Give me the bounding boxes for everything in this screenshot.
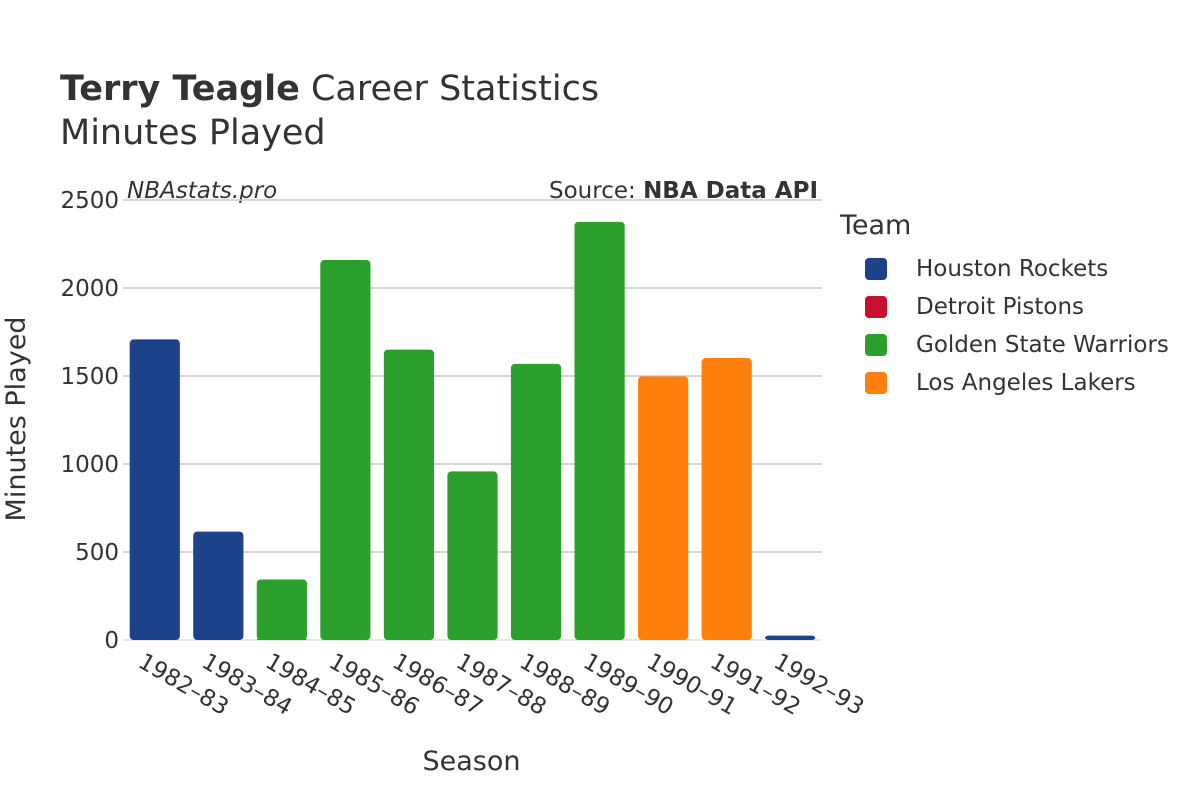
bar	[701, 358, 752, 640]
legend-item[interactable]: Houston Rockets	[840, 250, 1169, 288]
bar	[765, 635, 816, 640]
legend-title: Team	[840, 210, 912, 241]
legend-label: Golden State Warriors	[916, 332, 1169, 358]
y-tick-label: 2500	[60, 188, 119, 214]
bar	[638, 376, 689, 640]
legend-item[interactable]: Los Angeles Lakers	[840, 364, 1169, 402]
chart-title: Terry Teagle Career Statistics	[60, 68, 599, 110]
y-tick-label: 500	[75, 540, 119, 566]
bar	[256, 579, 307, 640]
legend-label: Houston Rockets	[916, 256, 1109, 282]
legend-items: Houston Rockets Detroit Pistons Golden Sta…	[840, 250, 1169, 402]
y-axis-title: Minutes Played	[1, 317, 32, 522]
bar	[193, 531, 244, 640]
legend-item[interactable]: Golden State Warriors	[840, 326, 1169, 364]
y-tick-label: 1000	[60, 452, 119, 478]
legend-label: Los Angeles Lakers	[916, 370, 1136, 396]
legend-swatch	[865, 296, 887, 318]
y-tick-label: 1500	[60, 364, 119, 390]
legend-item[interactable]: Detroit Pistons	[840, 288, 1169, 326]
legend-swatch	[865, 372, 887, 394]
bar	[129, 339, 180, 640]
title-rest: Career Statistics	[299, 69, 600, 109]
legend-swatch	[865, 258, 887, 280]
bar	[447, 471, 498, 640]
player-name: Terry Teagle	[60, 69, 300, 109]
bar	[383, 349, 435, 640]
x-axis-title: Season	[423, 746, 521, 777]
y-tick-label: 2000	[60, 276, 119, 302]
chart-subtitle: Minutes Played	[60, 113, 326, 153]
bar	[574, 221, 625, 640]
y-tick-label: 0	[104, 628, 119, 654]
bar	[510, 363, 562, 640]
legend-label: Detroit Pistons	[916, 294, 1085, 320]
legend: Team Houston Rockets Detroit Pistons Golde…	[840, 208, 1169, 402]
bar	[320, 260, 371, 640]
legend-swatch	[865, 334, 887, 356]
